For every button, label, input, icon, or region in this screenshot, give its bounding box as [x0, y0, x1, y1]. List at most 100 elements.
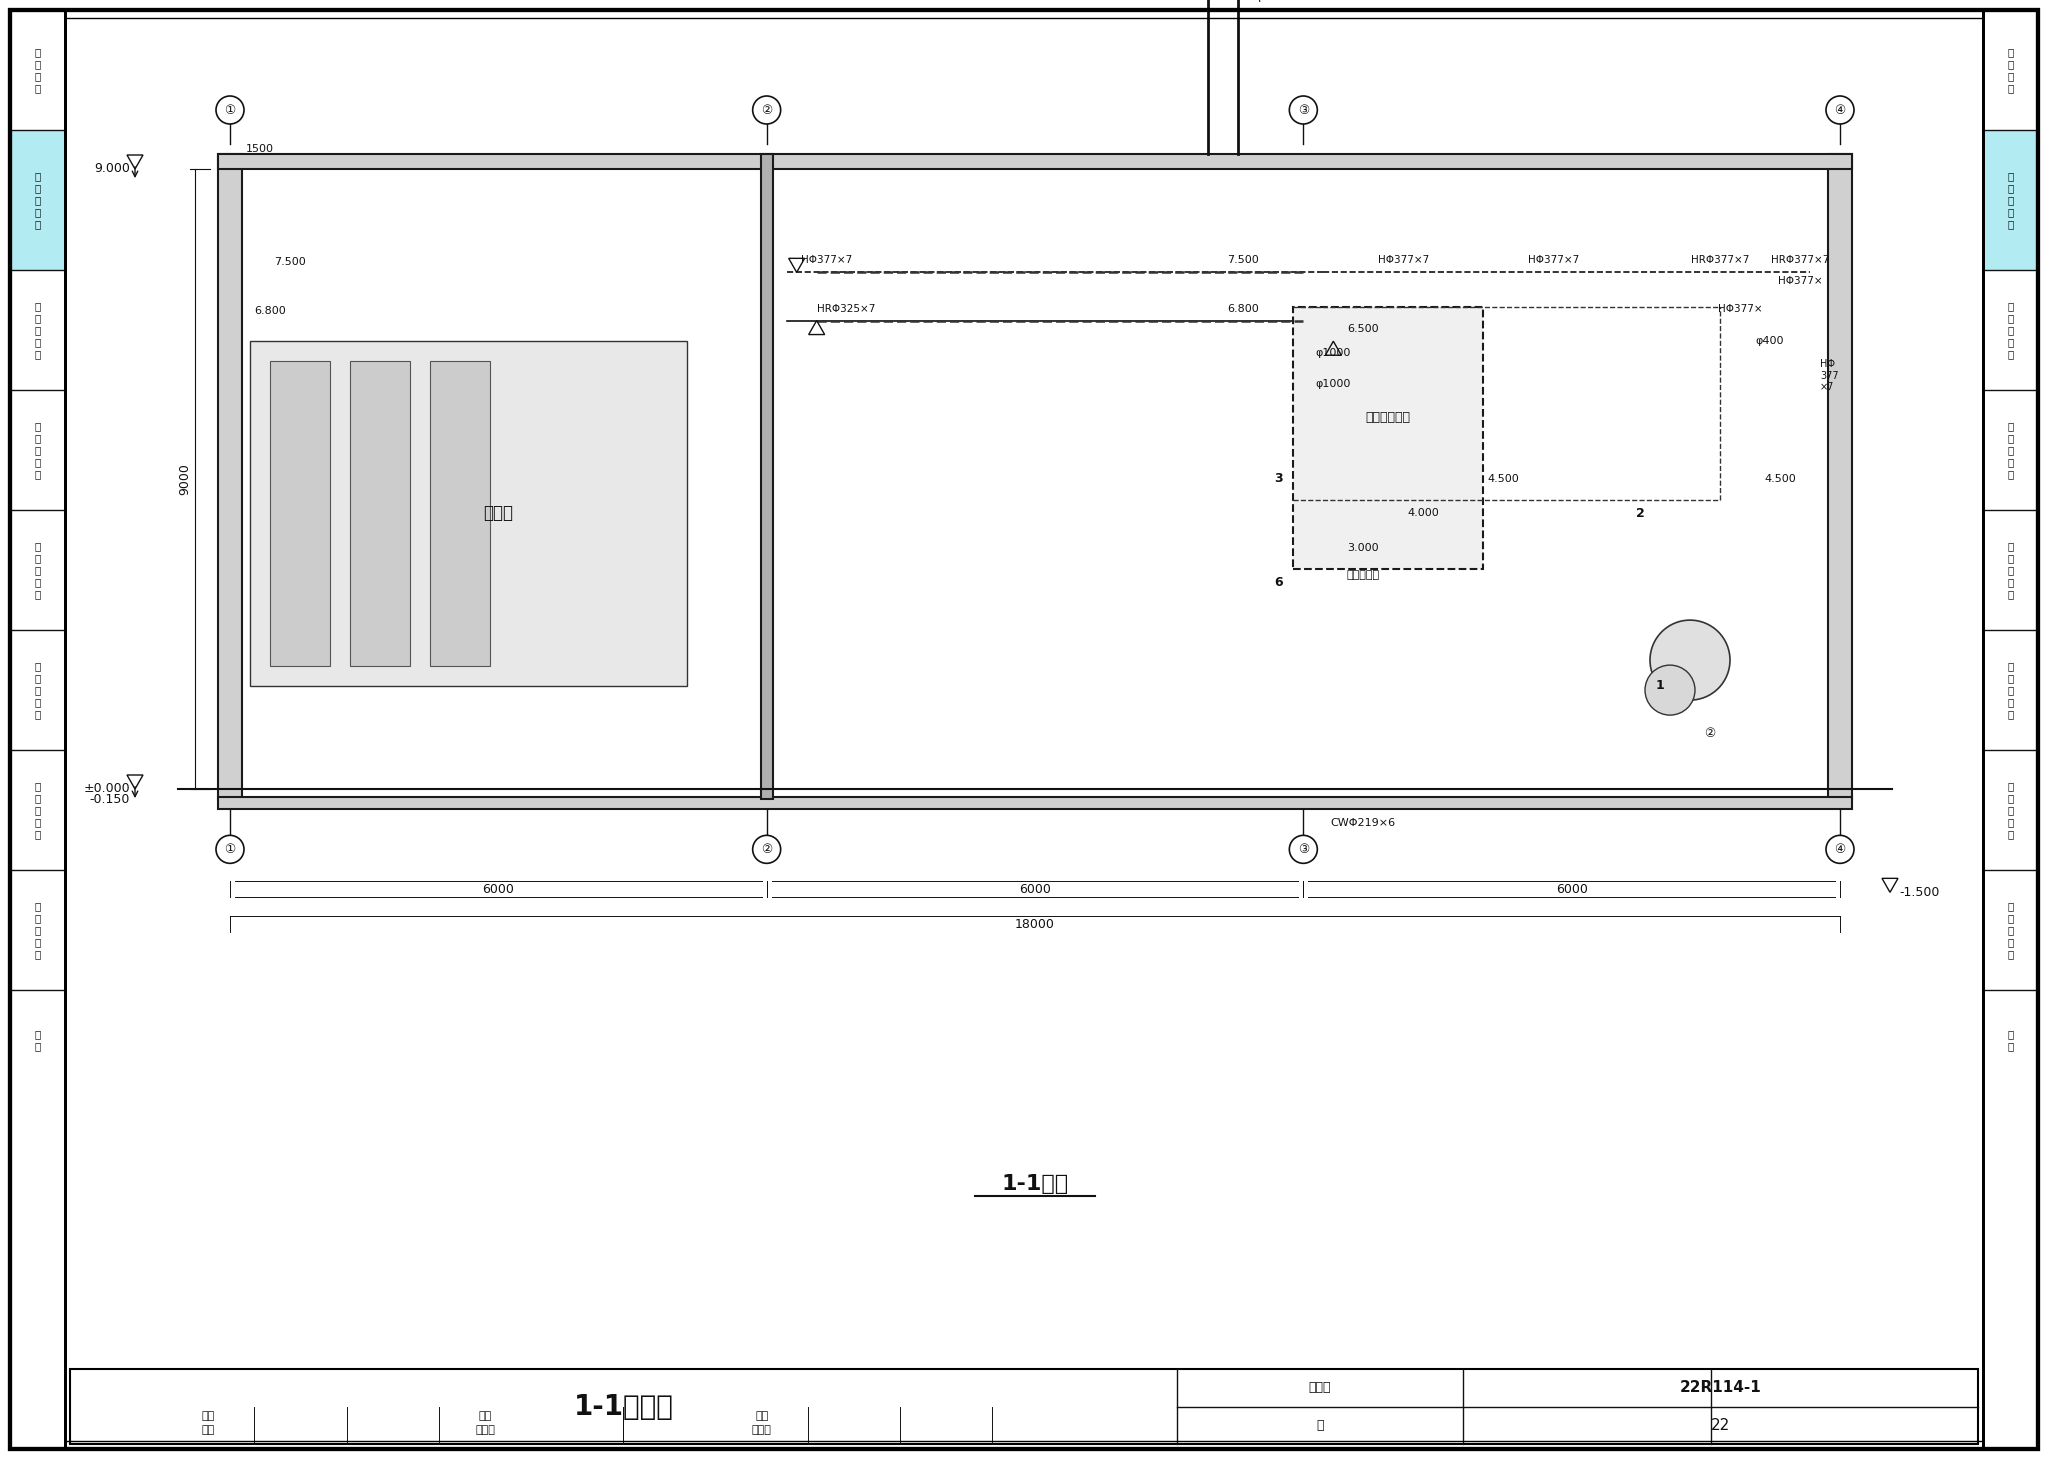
Text: 二: 二 — [35, 349, 41, 359]
Text: 要: 要 — [2007, 71, 2013, 82]
Text: 审核: 审核 — [201, 1411, 215, 1421]
Text: ④: ④ — [1835, 104, 1845, 117]
Text: 例: 例 — [35, 457, 41, 467]
Bar — [1982, 130, 2038, 270]
Text: 实: 实 — [2007, 684, 2013, 694]
Text: 工: 工 — [35, 781, 41, 791]
Text: 要: 要 — [35, 71, 41, 82]
Text: 6000: 6000 — [1556, 883, 1587, 896]
Text: ②: ② — [762, 104, 772, 117]
Text: 程: 程 — [2007, 673, 2013, 683]
Text: 豆峰: 豆峰 — [756, 1411, 768, 1421]
Text: 7.500: 7.500 — [1227, 255, 1260, 266]
Text: 例: 例 — [2007, 817, 2013, 827]
Text: 工: 工 — [35, 902, 41, 910]
Text: φ1000: φ1000 — [1315, 379, 1352, 388]
Text: 例: 例 — [35, 337, 41, 347]
Text: 实: 实 — [2007, 565, 2013, 575]
Text: 程: 程 — [35, 182, 41, 193]
Text: 22: 22 — [1710, 1418, 1731, 1433]
Text: 术: 术 — [2007, 58, 2013, 69]
Text: 1-1剖面图: 1-1剖面图 — [573, 1392, 674, 1421]
Text: 2: 2 — [1636, 506, 1645, 519]
Text: ±0.000: ±0.000 — [84, 782, 129, 795]
Text: ①: ① — [225, 843, 236, 856]
Text: HΦ
377
×7: HΦ 377 ×7 — [1821, 359, 1839, 392]
Text: 如建木: 如建木 — [752, 1425, 772, 1436]
Text: 6.500: 6.500 — [1348, 324, 1378, 334]
Text: 程: 程 — [2007, 913, 2013, 924]
Text: 程: 程 — [35, 433, 41, 444]
Text: 白建林: 白建林 — [475, 1425, 496, 1436]
Text: 工: 工 — [2007, 661, 2013, 671]
Bar — [10, 130, 66, 270]
Text: 喷淋式换热器: 喷淋式换热器 — [1366, 411, 1411, 425]
Circle shape — [754, 836, 780, 864]
Text: 6000: 6000 — [483, 883, 514, 896]
Text: 四: 四 — [35, 589, 41, 600]
Text: 1-1剖面: 1-1剖面 — [1001, 1174, 1069, 1193]
Text: 程: 程 — [2007, 794, 2013, 802]
Circle shape — [215, 96, 244, 124]
Text: 附: 附 — [2007, 1029, 2013, 1039]
Text: 七: 七 — [2007, 948, 2013, 959]
Bar — [217, 797, 1851, 810]
Text: 五: 五 — [2007, 709, 2013, 719]
Circle shape — [1651, 620, 1731, 700]
Text: 例: 例 — [35, 207, 41, 217]
Bar — [430, 362, 489, 665]
Text: 七: 七 — [35, 948, 41, 959]
Text: ③: ③ — [1298, 104, 1309, 117]
Bar — [1829, 155, 1851, 800]
Text: 锅炉间: 锅炉间 — [483, 505, 514, 522]
Text: 18000: 18000 — [1016, 918, 1055, 931]
Text: 工: 工 — [35, 301, 41, 311]
Text: -1.500: -1.500 — [1901, 886, 1939, 899]
Bar — [10, 10, 66, 1449]
Text: 三: 三 — [2007, 468, 2013, 479]
Text: 工: 工 — [35, 171, 41, 181]
Text: 二: 二 — [2007, 349, 2013, 359]
Text: 工: 工 — [2007, 301, 2013, 311]
Text: 三: 三 — [35, 468, 41, 479]
Text: HΦ377×7: HΦ377×7 — [1378, 255, 1430, 266]
Text: 一: 一 — [2007, 219, 2013, 229]
Text: 录: 录 — [2007, 1042, 2013, 1050]
Text: 实: 实 — [35, 565, 41, 575]
Text: 工: 工 — [2007, 541, 2013, 552]
Text: ②: ② — [1704, 728, 1716, 740]
Bar — [1982, 10, 2038, 1449]
Text: 7.500: 7.500 — [274, 257, 305, 267]
Bar — [1982, 10, 2038, 1449]
Text: 页: 页 — [1317, 1418, 1323, 1431]
Circle shape — [1827, 96, 1853, 124]
Text: 6000: 6000 — [1020, 883, 1051, 896]
Text: 实: 实 — [2007, 196, 2013, 206]
Text: CWΦ219×6: CWΦ219×6 — [1331, 818, 1397, 829]
Text: 9.000: 9.000 — [94, 162, 129, 175]
Circle shape — [1290, 836, 1317, 864]
Circle shape — [1290, 96, 1317, 124]
Text: ②: ② — [762, 843, 772, 856]
Text: 程: 程 — [35, 913, 41, 924]
Text: 程: 程 — [35, 553, 41, 563]
Text: φ400: φ400 — [1755, 336, 1784, 346]
Bar — [270, 362, 330, 665]
Text: 点: 点 — [35, 83, 41, 93]
Text: 实: 实 — [35, 196, 41, 206]
Text: ①: ① — [225, 104, 236, 117]
Text: 1500: 1500 — [246, 144, 274, 155]
Text: 程: 程 — [2007, 314, 2013, 322]
Text: φ1000: φ1000 — [1315, 349, 1352, 359]
Text: 六: 六 — [2007, 829, 2013, 839]
Circle shape — [1827, 836, 1853, 864]
Bar — [217, 155, 242, 800]
Text: 五: 五 — [35, 709, 41, 719]
Text: HRΦ377×7: HRΦ377×7 — [1692, 255, 1749, 266]
Bar — [250, 341, 686, 686]
Circle shape — [215, 836, 244, 864]
Text: 工: 工 — [2007, 171, 2013, 181]
Text: 实: 实 — [35, 805, 41, 816]
Text: 工: 工 — [35, 661, 41, 671]
Text: 6.800: 6.800 — [254, 305, 287, 315]
